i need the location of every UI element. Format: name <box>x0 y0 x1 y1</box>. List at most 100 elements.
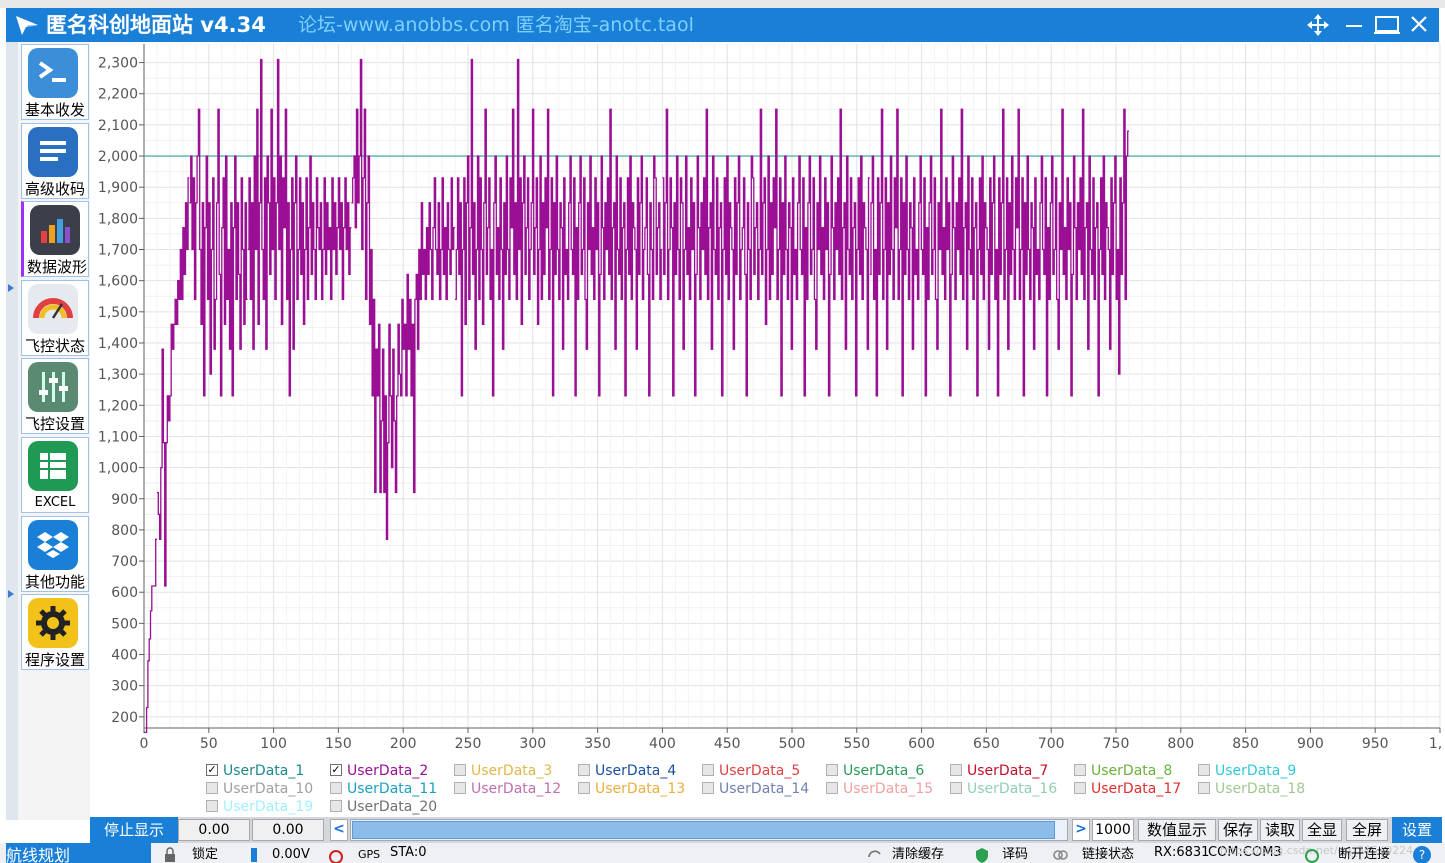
decode-button[interactable]: 译码 <box>1002 847 1029 862</box>
x-tick-label: 450 <box>714 736 741 752</box>
document-icon <box>28 126 78 177</box>
shield-icon[interactable] <box>974 847 990 863</box>
x-tick-label: 550 <box>843 736 870 752</box>
fullscreen-button[interactable]: 全屏 <box>1346 819 1388 841</box>
legend-checkbox[interactable] <box>578 764 590 776</box>
waveform-chart[interactable]: 2,300 2,200 2,100 2,000 1,900 1,800 1,700 1,600… <box>90 42 1442 762</box>
waveform-chart-area[interactable]: 2,300 2,200 2,100 2,000 1,900 1,800 1,700 1,600… <box>90 42 1442 762</box>
maximize-icon[interactable] <box>1372 12 1402 38</box>
legend-checkbox[interactable] <box>1198 764 1210 776</box>
sidebar-item-1[interactable]: 基本收发 <box>21 44 89 120</box>
link-status-label: 链接状态 <box>1082 847 1135 862</box>
legend-label: UserData_1 <box>223 763 305 779</box>
lock-icon[interactable] <box>162 847 178 863</box>
sidebar-item-6[interactable]: EXCEL <box>21 437 89 513</box>
legend-checkbox[interactable] <box>206 800 218 812</box>
sidebar-item-label: 飞控设置 <box>24 415 85 434</box>
legend-label: UserData_20 <box>347 799 438 815</box>
legend-label: UserData_18 <box>1215 781 1306 797</box>
scrollbar-thumb[interactable] <box>352 821 1056 839</box>
userdata-2-segment <box>869 108 1129 397</box>
y-tick-label: 800 <box>111 523 138 539</box>
legend-checkbox[interactable] <box>826 764 838 776</box>
series-legend: ✓ UserData_1 ✓ UserData_2 UserData_3 UserData… <box>206 762 1406 817</box>
app-promo-text: 论坛-www.anobbs.com 匿名淘宝-anotc.taol <box>298 14 694 36</box>
point-count-field[interactable]: 1000 <box>1092 819 1134 841</box>
scroll-right-button[interactable]: > <box>1072 819 1090 841</box>
help-icon[interactable]: ? <box>1412 845 1432 863</box>
y-tick-label: 500 <box>111 616 138 632</box>
y-tick-label: 2,300 <box>98 56 138 72</box>
disconnect-icon[interactable] <box>1304 847 1320 863</box>
close-icon[interactable] <box>1404 12 1434 38</box>
sidebar-item-5[interactable]: 飞控设置 <box>21 358 89 435</box>
x-tick-label: 200 <box>390 736 417 752</box>
legend-checkbox[interactable] <box>454 764 466 776</box>
userdata-2-segment <box>247 58 352 397</box>
sidebar-item-8[interactable]: 程序设置 <box>21 594 89 671</box>
voltage-value: 0.00V <box>272 847 310 862</box>
app-logo-icon <box>16 16 38 35</box>
legend-checkbox[interactable] <box>330 782 342 794</box>
sidebar-item-3[interactable]: 数据波形 <box>21 201 89 278</box>
rx-count: RX:6831 <box>1154 845 1210 860</box>
legend-checkbox[interactable] <box>1074 764 1086 776</box>
legend-checkbox[interactable] <box>578 782 590 794</box>
legend-checkbox[interactable] <box>206 782 218 794</box>
legend-label: UserData_10 <box>223 781 314 797</box>
legend-checkbox[interactable] <box>950 782 962 794</box>
settings-button[interactable]: 设置 <box>1392 817 1442 843</box>
expand-arrow-icon[interactable] <box>8 284 14 292</box>
legend-checkbox[interactable] <box>702 764 714 776</box>
y-tick-label: 1,100 <box>98 429 138 445</box>
show-all-button[interactable]: 全显 <box>1302 819 1342 841</box>
y-tick-label: 1,300 <box>98 367 138 383</box>
expand-arrow-icon[interactable] <box>8 590 14 598</box>
save-button[interactable]: 保存 <box>1218 819 1258 841</box>
x-tick-label: 350 <box>584 736 611 752</box>
y-tick-label: 1,900 <box>98 180 138 196</box>
load-button[interactable]: 读取 <box>1260 819 1300 841</box>
legend-label: UserData_12 <box>471 781 562 797</box>
stop-display-button[interactable]: 停止显示 <box>90 817 178 843</box>
userdata-2-segment <box>157 177 190 587</box>
sidebar-item-7[interactable]: 其他功能 <box>21 515 89 592</box>
legend-checkbox[interactable] <box>1074 782 1086 794</box>
sidebar-item-2[interactable]: 高级收码 <box>21 122 89 199</box>
legend-label: UserData_9 <box>1215 763 1297 779</box>
window-top-strip <box>0 0 1445 8</box>
refresh-icon[interactable] <box>866 847 882 863</box>
x-tick-label: 950 <box>1362 736 1389 752</box>
legend-label: UserData_14 <box>719 781 810 797</box>
sidebar-item-label: 程序设置 <box>24 651 85 670</box>
userdata-2-segment <box>144 538 157 734</box>
chart-scrollbar[interactable] <box>350 819 1068 841</box>
clear-cache-button[interactable]: 清除缓存 <box>892 847 945 862</box>
legend-checkbox[interactable] <box>330 800 342 812</box>
userdata-2-segment <box>189 108 248 397</box>
legend-checkbox[interactable] <box>1198 782 1210 794</box>
scroll-left-button[interactable]: < <box>330 819 348 841</box>
route-planning-button[interactable]: 航线规划 <box>6 843 151 863</box>
x-tick-label: 400 <box>649 736 676 752</box>
x-tick-label: 650 <box>973 736 1000 752</box>
legend-label: UserData_4 <box>595 763 677 779</box>
legend-checkbox[interactable] <box>950 764 962 776</box>
numeric-display-button[interactable]: 数值显示 <box>1138 819 1216 841</box>
sidebar: 基本收发 高级收码 数据波形 飞控状态飞控设置 EXCEL 其他功能程序设置 <box>18 42 90 820</box>
disconnect-button[interactable]: 断开连接 <box>1338 847 1391 862</box>
bottom-toolbar: 停止显示 0.00 0.00 < > 1000 数值显示 保存 读取 全显 全屏… <box>90 817 1442 843</box>
legend-checkbox[interactable] <box>454 782 466 794</box>
legend-label: UserData_15 <box>843 781 934 797</box>
y-tick-label: 300 <box>111 679 138 695</box>
sidebar-item-4[interactable]: 飞控状态 <box>21 279 89 356</box>
x-tick-label: 700 <box>1038 736 1065 752</box>
legend-checkbox[interactable]: ✓ <box>206 763 218 776</box>
legend-checkbox[interactable]: ✓ <box>330 763 342 776</box>
legend-checkbox[interactable] <box>702 782 714 794</box>
move-icon[interactable] <box>1303 12 1333 38</box>
legend-checkbox[interactable] <box>826 782 838 794</box>
userdata-2-segment <box>455 58 663 397</box>
minimize-icon[interactable] <box>1339 12 1369 38</box>
lock-label[interactable]: 锁定 <box>192 847 219 862</box>
